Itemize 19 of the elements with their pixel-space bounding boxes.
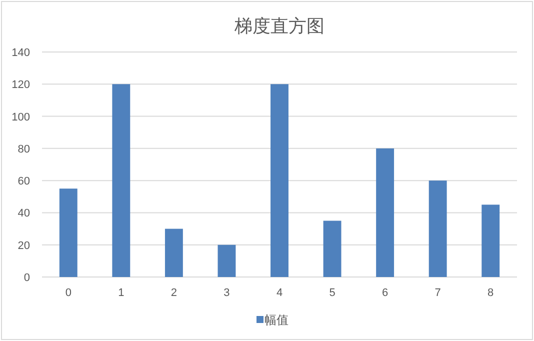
x-tick-label: 3	[224, 287, 230, 299]
title: 梯度直方图	[234, 16, 324, 36]
y-tick-label: 120	[12, 79, 30, 92]
y-tick-label: 0	[24, 272, 30, 284]
y-tick-label: 140	[12, 47, 30, 59]
y-tick-label: 60	[18, 176, 30, 188]
x-tick-label: 4	[276, 287, 283, 299]
x-tick-label: 8	[488, 287, 494, 299]
y-tick-label: 20	[18, 240, 30, 252]
y-tick-label: 80	[18, 143, 30, 156]
y-tick-label: 40	[18, 208, 30, 220]
x-tick-label: 1	[118, 287, 124, 299]
y-tick-label: 100	[12, 111, 30, 124]
x-tick-label: 5	[329, 287, 336, 299]
x-tick-label: 6	[382, 287, 388, 299]
x-tick-label: 2	[170, 287, 178, 299]
x-tick-label: 7	[434, 287, 441, 299]
legend-label: 幅值	[264, 313, 288, 327]
x-tick-label: 0	[65, 287, 72, 299]
